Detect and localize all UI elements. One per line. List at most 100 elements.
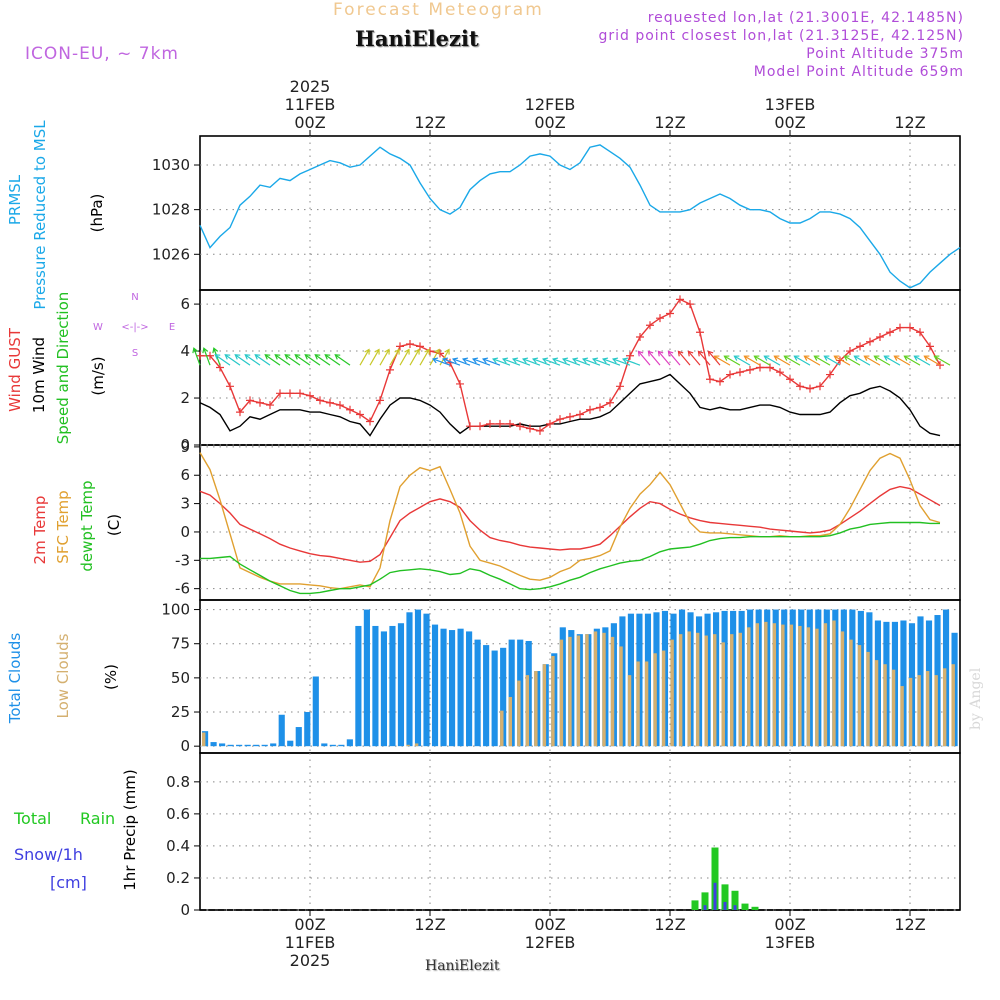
wind-arrow-shaft — [389, 349, 400, 366]
low-cloud-bar — [934, 675, 938, 747]
gust-marker — [576, 410, 584, 419]
wind-arrow-head — [571, 357, 579, 364]
total-cloud-bar — [508, 639, 515, 747]
wind-arrow — [863, 355, 881, 366]
wind-arrow-shaft — [707, 350, 721, 366]
rain-bar — [701, 892, 709, 910]
wind-arrow-head — [687, 350, 694, 357]
low-cloud-bar — [942, 668, 947, 747]
wind-arrow — [823, 355, 841, 366]
wind-arrow-shaft — [714, 355, 731, 366]
gust-marker — [936, 361, 944, 370]
gust-marker — [846, 347, 854, 356]
total-cloud-bar — [457, 628, 464, 747]
low-cloud-bar — [500, 710, 504, 747]
total-cloud-bar — [295, 727, 302, 747]
wind-arrow-head — [394, 348, 400, 355]
wind-arrow — [379, 348, 390, 366]
gust-marker — [356, 410, 364, 419]
wind-arrow — [511, 357, 531, 366]
wind-arrow-shaft — [904, 355, 921, 366]
gust-marker — [926, 342, 934, 351]
y-tick-label: 3 — [180, 495, 190, 513]
y-tick-label: 1026 — [152, 245, 190, 263]
wind-arrow-head — [314, 354, 321, 360]
wind-arrow-shaft — [203, 348, 211, 366]
wind-arrow-shaft — [677, 350, 691, 366]
wind-arrow-shaft — [884, 355, 901, 366]
time-label-bottom: 13FEB — [765, 933, 816, 952]
wind-arrow — [471, 357, 491, 366]
ylabel-total-clouds: Total Clouds — [6, 633, 24, 725]
wind-arrow — [224, 354, 241, 366]
wind-arrow-head — [461, 357, 469, 364]
wind-arrow-head — [903, 355, 910, 361]
time-label-top: 00Z — [774, 113, 805, 132]
wind-arrow-head — [384, 348, 390, 355]
wind-arrow — [873, 355, 891, 366]
wind-arrow — [451, 357, 471, 366]
total-cloud-bar — [338, 744, 345, 747]
wind-arrow-shaft — [284, 354, 301, 366]
gust-marker — [616, 382, 624, 391]
compass-cross: <-|-> — [121, 322, 148, 333]
y-tick-label: 0.4 — [166, 837, 190, 855]
low-cloud-bar — [823, 623, 828, 747]
low-cloud-bar — [798, 625, 802, 747]
wind-arrow — [933, 355, 951, 366]
total-cloud-bar — [261, 744, 268, 747]
time-label-bottom: 12Z — [894, 915, 925, 934]
y-tick-label: 9 — [180, 438, 190, 456]
wind-arrow — [501, 357, 521, 366]
gust-marker — [726, 370, 734, 379]
wind-arrow — [893, 355, 911, 366]
wind-arrow — [491, 357, 511, 366]
gust-marker — [526, 424, 534, 433]
wind-arrow-shaft — [874, 355, 891, 366]
gust-marker — [296, 389, 304, 398]
gust-marker — [366, 417, 374, 426]
wind-arrow — [399, 348, 410, 366]
total-cloud-bar — [244, 744, 251, 747]
wind-arrow-shaft — [542, 358, 561, 366]
wind-arrow-head — [414, 348, 420, 355]
gridpoint-coords: grid point closest lon,lat (21.3125E, 42… — [598, 28, 964, 44]
low-cloud-bar — [781, 624, 785, 747]
wind-arrow-head — [304, 354, 311, 360]
wind-arrow-head — [743, 355, 750, 361]
total-cloud-bar — [236, 744, 243, 747]
rain-bar — [731, 890, 739, 910]
gust-marker — [896, 323, 904, 332]
wind-arrow-shaft — [244, 354, 261, 366]
compass-east: E — [169, 322, 175, 333]
low-cloud-bar — [849, 639, 853, 747]
total-cloud-bar — [500, 647, 507, 747]
label-rain: Rain — [80, 809, 115, 828]
wind-arrow-shaft — [612, 358, 631, 366]
y-tick-label: 25 — [171, 703, 190, 721]
low-cloud-bar — [517, 680, 521, 747]
wind-arrow — [214, 354, 231, 366]
snow-bar — [713, 882, 717, 910]
wind-arrow-shaft — [482, 358, 501, 366]
wind-speed-line — [199, 373, 941, 437]
total-cloud-bar — [448, 630, 456, 747]
gust-marker — [246, 396, 254, 405]
time-label-top: 2025 — [290, 77, 331, 96]
gust-marker — [376, 396, 384, 405]
wind-arrow-shaft — [409, 349, 420, 366]
footer-station: HaniElezit — [425, 958, 500, 974]
wind-arrow-shaft — [193, 348, 201, 366]
y-tick-label: 4 — [180, 342, 190, 360]
low-cloud-bar — [534, 671, 538, 747]
ylabel-sfc-temp: SFC Temp — [54, 490, 72, 563]
wind-arrow — [657, 350, 671, 366]
y-tick-label: 1030 — [152, 156, 190, 174]
gust-marker — [686, 300, 694, 309]
wind-arrow-shaft — [432, 358, 451, 366]
wind-arrow — [274, 354, 291, 366]
total-cloud-bar — [491, 650, 498, 747]
total-cloud-bar — [355, 625, 362, 747]
gust-marker — [606, 398, 614, 407]
wind-arrow-head — [431, 357, 439, 364]
